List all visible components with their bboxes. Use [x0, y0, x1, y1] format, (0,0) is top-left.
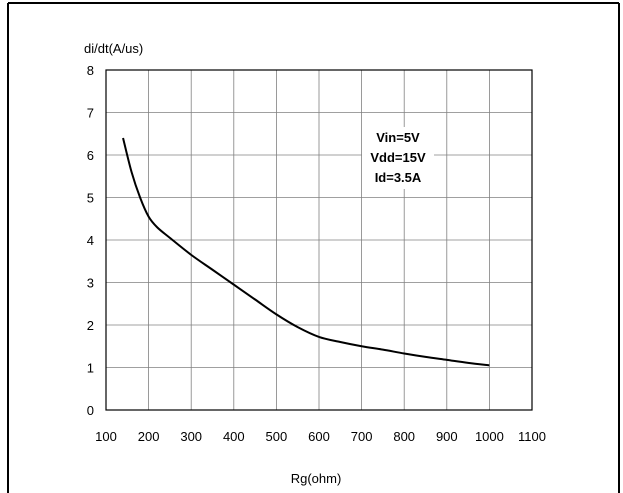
x-tick-label-400: 400 — [223, 429, 245, 444]
y-axis-title: di/dt(A/us) — [84, 41, 143, 56]
y-tick-label-3: 3 — [87, 276, 94, 291]
annotation-box: Vin=5V Vdd=15V Id=3.5A — [362, 127, 434, 189]
x-tick-label-500: 500 — [266, 429, 288, 444]
y-tick-label-1: 1 — [87, 361, 94, 376]
x-tick-label-800: 800 — [393, 429, 415, 444]
y-tick-label-6: 6 — [87, 148, 94, 163]
x-tick-labels: 100 200 300 400 500 600 700 800 900 1000 1100 — [95, 429, 546, 444]
y-tick-label-7: 7 — [87, 106, 94, 121]
x-tick-label-700: 700 — [351, 429, 373, 444]
series-line — [122, 137, 490, 367]
x-tick-label-200: 200 — [138, 429, 160, 444]
annotation-vin: Vin=5V — [376, 130, 420, 145]
x-tick-label-100: 100 — [95, 429, 117, 444]
x-tick-label-300: 300 — [180, 429, 202, 444]
y-tick-label-4: 4 — [87, 233, 94, 248]
y-tick-label-8: 8 — [87, 63, 94, 78]
y-tick-label-2: 2 — [87, 318, 94, 333]
x-axis-title: Rg(ohm) — [291, 471, 342, 486]
plot-area — [105, 69, 533, 411]
y-tick-label-5: 5 — [87, 191, 94, 206]
annotation-id: Id=3.5A — [375, 170, 422, 185]
x-tick-label-1000: 1000 — [475, 429, 504, 444]
x-tick-label-1100: 1100 — [518, 429, 546, 444]
y-tick-label-0: 0 — [87, 403, 94, 418]
grid — [105, 69, 533, 411]
y-tick-labels: 0 1 2 3 4 5 6 7 8 — [87, 63, 94, 418]
x-tick-label-900: 900 — [436, 429, 458, 444]
x-tick-label-600: 600 — [308, 429, 330, 444]
annotation-vdd: Vdd=15V — [370, 150, 426, 165]
